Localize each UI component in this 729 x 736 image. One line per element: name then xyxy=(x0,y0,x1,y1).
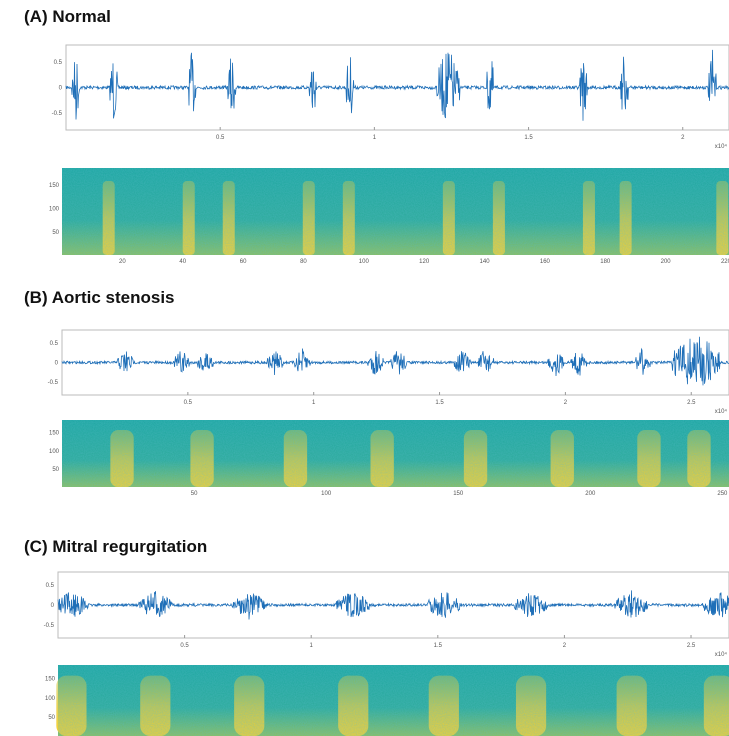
y-tick-label: 50 xyxy=(52,467,59,473)
y-tick-label: 0 xyxy=(51,603,55,609)
y-tick-label: -0.5 xyxy=(44,623,55,629)
x-tick-label: 200 xyxy=(585,491,596,497)
x-tick-label: 100 xyxy=(321,491,332,497)
y-tick-label: -0.5 xyxy=(52,111,63,117)
x-tick-label: 2 xyxy=(681,135,685,141)
x-tick-label: 0.5 xyxy=(180,643,189,649)
y-tick-label: 100 xyxy=(49,449,60,455)
x-tick-label: 180 xyxy=(600,259,611,265)
y-tick-label: 0.5 xyxy=(46,583,55,589)
x-tick-label: 220 xyxy=(721,259,729,265)
x-tick-label: 80 xyxy=(300,259,307,265)
x-tick-label: 1.5 xyxy=(434,643,443,649)
x-tick-label: 1.5 xyxy=(435,400,444,406)
y-tick-label: 50 xyxy=(48,715,55,721)
spectrogram-noise xyxy=(62,168,729,255)
x-tick-label: 250 xyxy=(717,491,728,497)
panel-title: (C) Mitral regurgitation xyxy=(24,537,207,556)
x-tick-label: 1 xyxy=(373,135,377,141)
x-tick-label: 40 xyxy=(179,259,186,265)
x-tick-label: 150 xyxy=(453,491,464,497)
x-tick-label: 1 xyxy=(312,400,316,406)
axis-exponent: x10⁴ xyxy=(715,408,728,415)
y-tick-label: 150 xyxy=(45,677,56,683)
x-tick-label: 1 xyxy=(310,643,314,649)
x-tick-label: 2.5 xyxy=(687,400,696,406)
x-tick-label: 0.5 xyxy=(184,400,193,406)
panel-title: (B) Aortic stenosis xyxy=(24,288,175,307)
axis-exponent: x10⁴ xyxy=(715,651,728,658)
y-tick-label: 150 xyxy=(49,183,60,189)
y-tick-label: 0.5 xyxy=(54,60,63,66)
x-tick-label: 140 xyxy=(480,259,491,265)
x-tick-label: 100 xyxy=(359,259,370,265)
axis-exponent: x10⁴ xyxy=(715,143,728,150)
panel-title: (A) Normal xyxy=(24,7,111,26)
y-tick-label: 0 xyxy=(55,361,59,367)
x-tick-label: 200 xyxy=(661,259,672,265)
y-tick-label: 100 xyxy=(49,207,60,213)
x-tick-label: 60 xyxy=(240,259,247,265)
spectrogram-noise xyxy=(58,665,729,736)
x-tick-label: 20 xyxy=(119,259,126,265)
y-tick-label: 100 xyxy=(45,696,56,702)
spectrogram-noise xyxy=(62,420,729,487)
y-tick-label: -0.5 xyxy=(48,380,59,386)
x-tick-label: 2.5 xyxy=(687,643,696,649)
figure: (A) Normal0.50-0.50.511.52x10⁴1501005020… xyxy=(0,0,729,736)
x-tick-label: 120 xyxy=(419,259,430,265)
x-tick-label: 2 xyxy=(563,643,567,649)
y-tick-label: 50 xyxy=(52,230,59,236)
x-tick-label: 50 xyxy=(191,491,198,497)
y-tick-label: 0 xyxy=(59,86,63,92)
y-tick-label: 150 xyxy=(49,431,60,437)
x-tick-label: 0.5 xyxy=(216,135,225,141)
x-tick-label: 1.5 xyxy=(524,135,533,141)
x-tick-label: 160 xyxy=(540,259,551,265)
y-tick-label: 0.5 xyxy=(50,341,59,347)
x-tick-label: 2 xyxy=(564,400,568,406)
